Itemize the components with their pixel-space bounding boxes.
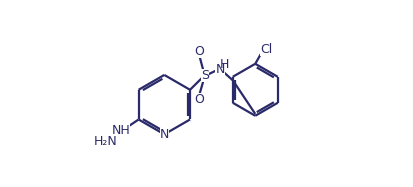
Text: Cl: Cl [259, 43, 271, 56]
Text: NH: NH [112, 124, 130, 137]
Text: N: N [159, 128, 169, 141]
Text: O: O [194, 45, 204, 58]
Text: H: H [219, 58, 229, 71]
Text: N: N [215, 63, 224, 76]
Text: H₂N: H₂N [93, 135, 117, 148]
Text: S: S [200, 69, 208, 82]
Text: O: O [193, 94, 203, 106]
